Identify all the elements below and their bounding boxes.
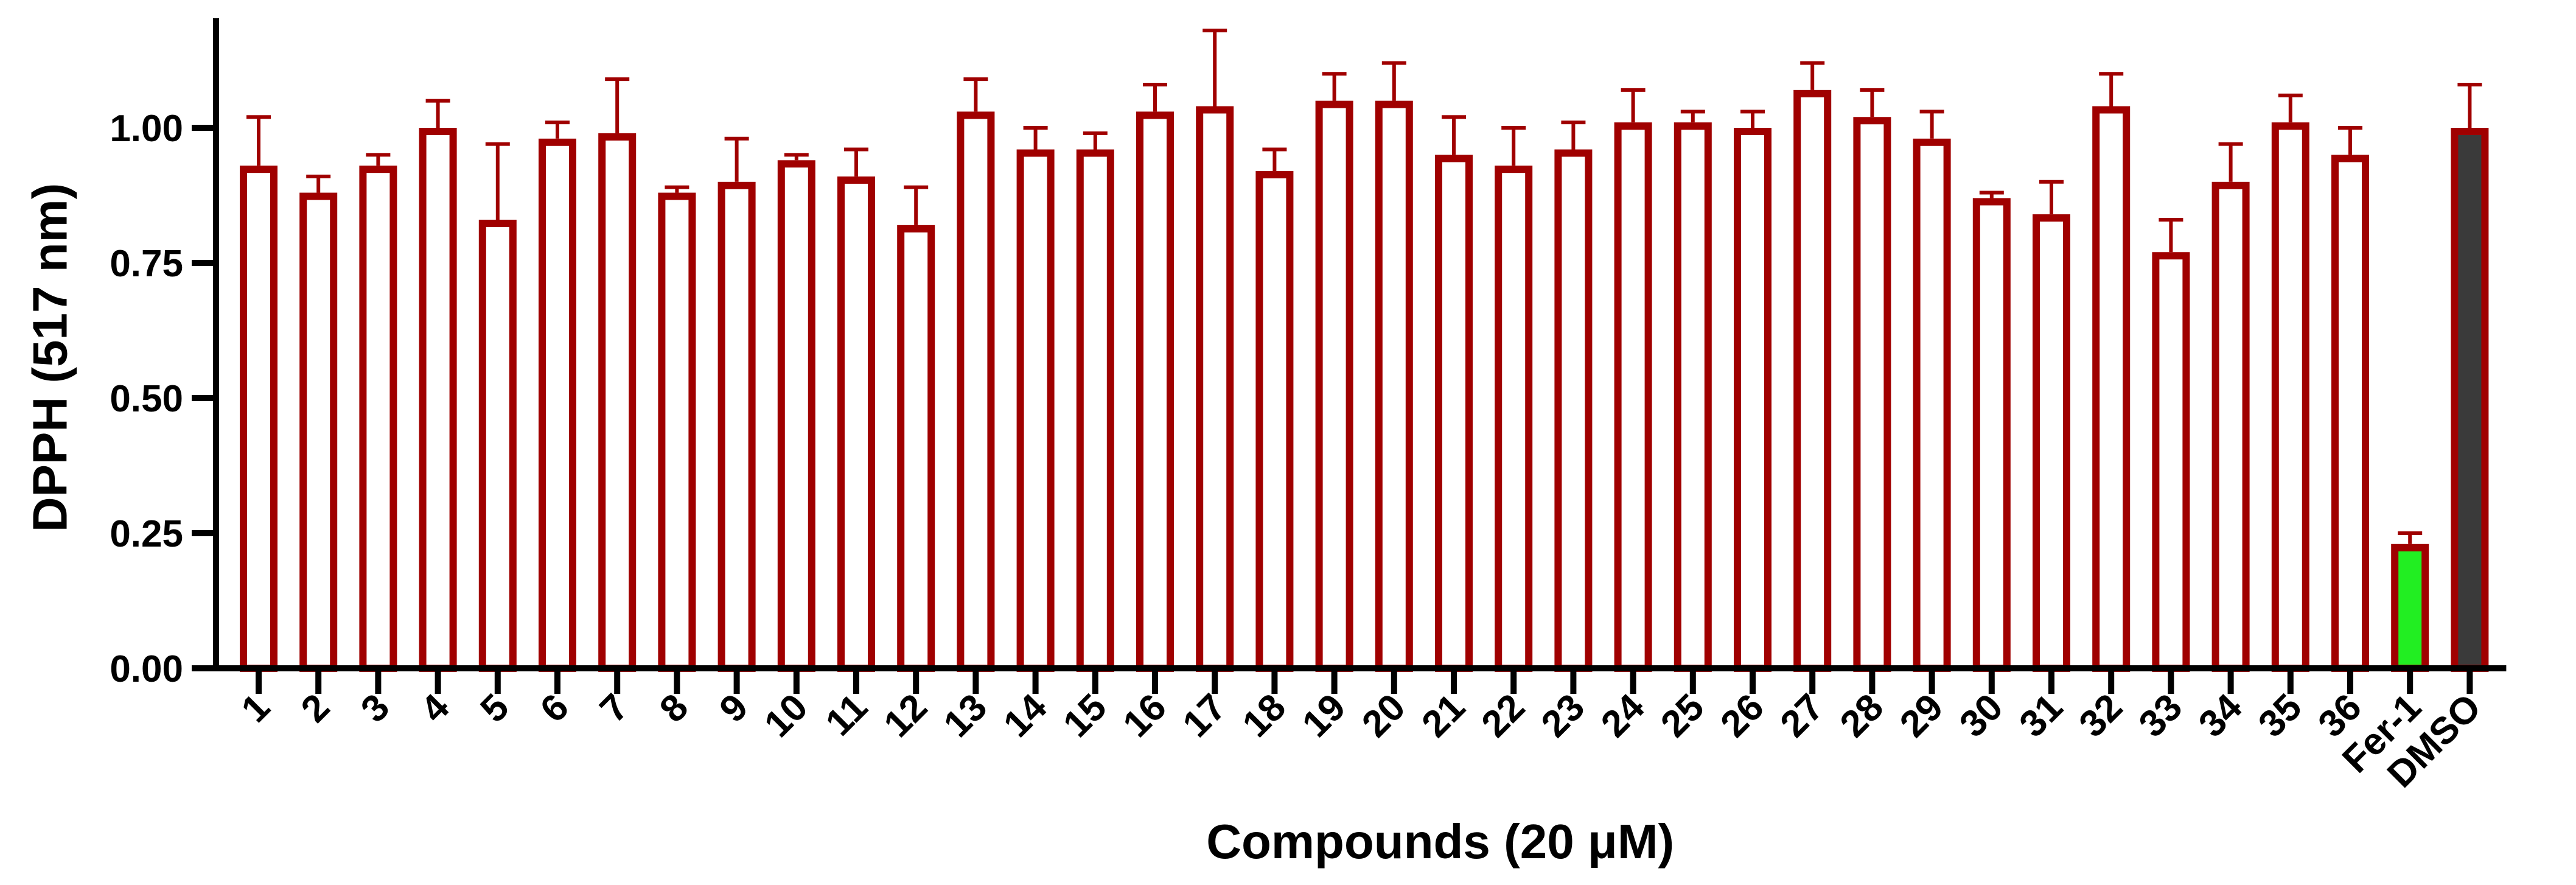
x-tick-label-18: 18	[1235, 686, 1294, 746]
bar-10	[777, 160, 815, 672]
x-tick-label-35: 35	[2250, 686, 2310, 746]
bar-fer-1	[2391, 544, 2429, 673]
x-tick-label-27: 27	[1773, 686, 1832, 746]
bar-36	[2331, 155, 2369, 672]
bar-3	[359, 166, 397, 673]
y-tick-label-0.00: 0.00	[110, 648, 183, 690]
bar-27	[1793, 89, 1832, 672]
x-tick-label-25: 25	[1653, 686, 1712, 746]
bar-33	[2152, 252, 2190, 672]
bar-15	[1076, 149, 1114, 672]
bars-layer	[240, 89, 2489, 673]
x-tick-label-11: 11	[818, 686, 876, 744]
bar-32	[2092, 106, 2131, 673]
bar-7	[598, 133, 637, 672]
bar-16	[1136, 111, 1174, 673]
bar-8	[658, 192, 696, 672]
x-tick-label-33: 33	[2131, 686, 2191, 746]
bar-22	[1495, 166, 1533, 673]
x-tick-label-19: 19	[1294, 686, 1354, 746]
bar-30	[1972, 198, 2011, 672]
x-tick-label-32: 32	[2072, 686, 2131, 746]
bar-24	[1614, 122, 1652, 672]
x-tick-label-13: 13	[936, 686, 996, 746]
x-tick-label-26: 26	[1712, 686, 1772, 746]
bar-19	[1315, 100, 1353, 673]
bar-34	[2211, 181, 2250, 672]
x-tick-label-15: 15	[1055, 686, 1115, 746]
bar-21	[1435, 155, 1473, 672]
bar-13	[957, 111, 995, 673]
x-tick-label-23: 23	[1534, 686, 1593, 746]
x-tick-label-30: 30	[1952, 686, 2011, 746]
y-axis-title: DPPH (517 nm)	[23, 183, 77, 532]
bar-1	[240, 166, 277, 673]
x-tick-label-10: 10	[756, 686, 816, 746]
bar-18	[1255, 171, 1294, 673]
bar-31	[2033, 214, 2070, 672]
x-tick-label-31: 31	[2011, 686, 2071, 746]
y-tick-label-0.25: 0.25	[110, 513, 183, 555]
x-tick-label-28: 28	[1832, 686, 1892, 746]
y-ticks-layer: 0.00 0.25 0.50 0.75 1.00	[110, 108, 216, 690]
x-ticks-layer: 1 2 3 4 5 6 7 8 9 10 11 12 13 14 15 16 17 18 19 20 21 22 23 24 2…	[234, 668, 2489, 796]
bar-5	[478, 219, 517, 672]
bar-6	[539, 138, 576, 672]
x-tick-label-14: 14	[996, 686, 1055, 746]
bar-35	[2271, 122, 2309, 672]
x-tick-label-29: 29	[1892, 686, 1952, 746]
bar-28	[1853, 117, 1891, 673]
bar-2	[299, 192, 338, 672]
x-tick-label-24: 24	[1593, 686, 1653, 746]
bar-11	[837, 176, 875, 673]
x-tick-label-12: 12	[876, 686, 936, 746]
bar-12	[897, 225, 935, 672]
y-tick-label-0.75: 0.75	[110, 243, 183, 285]
x-tick-label-17: 17	[1175, 686, 1235, 746]
x-tick-label-16: 16	[1115, 686, 1175, 746]
bar-dmso	[2451, 128, 2489, 672]
bar-29	[1913, 138, 1951, 672]
bar-4	[419, 128, 457, 672]
error-bars-layer	[246, 29, 2482, 544]
bar-14	[1016, 149, 1055, 672]
x-axis-title: Compounds (20 μM)	[1206, 814, 1674, 869]
y-tick-label-1.00: 1.00	[110, 108, 183, 150]
y-tick-label-0.50: 0.50	[110, 378, 183, 420]
bar-9	[717, 181, 756, 672]
bar-26	[1734, 128, 1771, 672]
x-tick-label-22: 22	[1474, 686, 1534, 746]
x-tick-label-21: 21	[1414, 686, 1473, 746]
bar-25	[1674, 122, 1712, 672]
bar-23	[1554, 149, 1593, 672]
x-tick-label-34: 34	[2191, 686, 2250, 746]
bar-20	[1375, 100, 1413, 673]
bar-17	[1196, 106, 1234, 673]
x-tick-label-20: 20	[1354, 686, 1414, 746]
